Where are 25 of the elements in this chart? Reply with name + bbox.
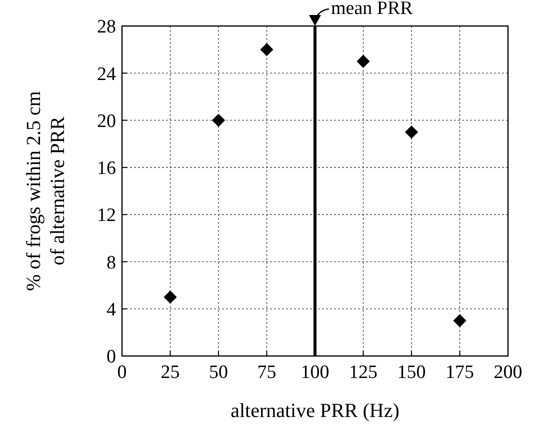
x-tick-label: 175 [446,362,474,383]
x-tick-label: 200 [494,362,522,383]
y-tick-label: 8 [106,252,116,274]
x-tick-label: 75 [257,362,276,383]
point [260,43,274,56]
point [356,54,370,68]
y-axis-title: % of frogs within 2.5 cm of alternative PRR [23,90,69,291]
y-tick-label: 16 [97,158,116,180]
y-tick-label: 20 [97,110,116,132]
x-tick-label: 100 [300,362,330,383]
y-tick-label: 4 [106,300,116,321]
point [212,114,226,127]
x-tick-label: 125 [349,362,378,383]
y-tick-label: 0 [106,346,116,368]
x-tick-label: 150 [397,362,426,383]
x-tick-label: 25 [160,362,180,383]
point [404,126,418,139]
point [164,290,177,304]
y-tick-label: 28 [97,16,116,38]
legend-label: mean PRR [331,0,414,19]
x-axis-title: alternative PRR (Hz) [230,400,400,422]
y-tick-label: 24 [97,64,116,85]
point [453,314,466,328]
x-tick-label: 50 [209,362,228,383]
y-tick-label: 12 [97,205,116,226]
